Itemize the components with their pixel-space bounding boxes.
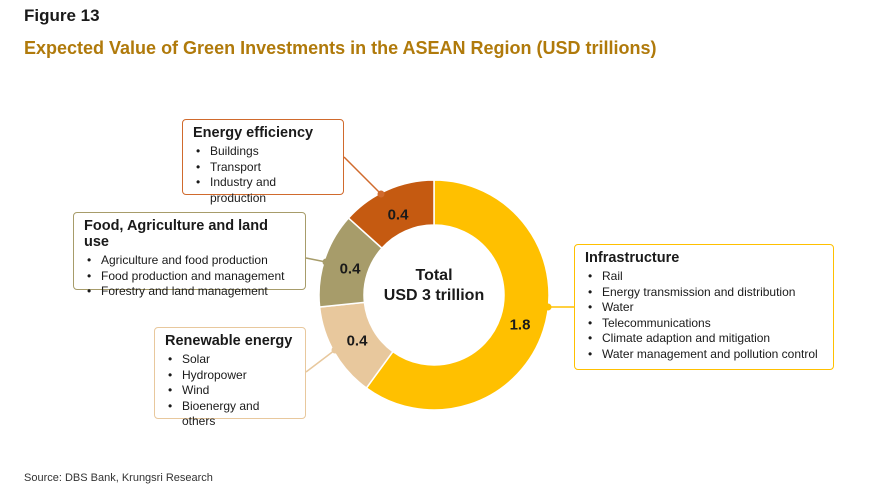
list-item: Food production and management	[84, 269, 295, 285]
list-item: Forestry and land management	[84, 284, 295, 300]
renewable-energy-box: Renewable energy Solar Hydropower Wind B…	[154, 327, 306, 428]
chart-title: Expected Value of Green Investments in t…	[24, 38, 657, 58]
food-agriculture-list: Agriculture and food production Food pro…	[84, 253, 295, 300]
center-label-line2: USD 3 trillion	[383, 287, 485, 304]
energy-efficiency-heading: Energy efficiency	[193, 125, 314, 141]
connector-renewable-dot	[331, 346, 339, 354]
center-label-line1: Total	[415, 267, 453, 284]
connector-energy	[343, 156, 382, 195]
renewable-energy-heading: Renewable energy	[165, 333, 293, 349]
slice-label-infrastructure: 1.8	[509, 316, 531, 334]
list-item: Wind	[165, 383, 295, 399]
slice-energy-efficiency	[347, 179, 435, 250]
connector-infrastructure-dot	[544, 303, 552, 311]
infrastructure-list: Rail Energy transmission and distributio…	[585, 269, 823, 362]
list-item: Energy transmission and distribution	[585, 285, 823, 301]
energy-efficiency-box: Energy efficiency Buildings Transport In…	[182, 119, 344, 205]
connector-energy-dot	[377, 190, 385, 198]
connector-renewable	[305, 349, 336, 373]
renewable-energy-list: Solar Hydropower Wind Bioenergy and othe…	[165, 352, 295, 430]
infrastructure-heading: Infrastructure	[585, 250, 680, 266]
list-item: Water	[585, 300, 823, 316]
infrastructure-box: Infrastructure Rail Energy transmission …	[574, 244, 834, 370]
list-item: Water management and pollution control	[585, 347, 823, 363]
list-item: Agriculture and food production	[84, 253, 295, 269]
figure-label: Figure 13	[24, 6, 100, 25]
donut-center-label: Total USD 3 trillion	[374, 267, 494, 305]
list-item: Rail	[585, 269, 823, 285]
food-agriculture-heading: Food, Agriculture and land use	[84, 218, 268, 250]
energy-efficiency-list: Buildings Transport Industry and product…	[193, 144, 333, 206]
slice-label-renewable: 0.4	[346, 332, 368, 350]
list-item: Telecommunications	[585, 316, 823, 332]
list-item: Climate adaption and mitigation	[585, 331, 823, 347]
connector-food-dot	[322, 258, 330, 266]
slice-label-energy: 0.4	[387, 206, 409, 224]
list-item: Buildings	[193, 144, 333, 160]
list-item: Solar	[165, 352, 295, 368]
food-agriculture-box: Food, Agriculture and land use Agricultu…	[73, 212, 306, 299]
slice-infrastructure	[365, 179, 550, 411]
list-item: Bioenergy and others	[165, 399, 295, 430]
list-item: Industry and production	[193, 175, 333, 206]
slice-label-food: 0.4	[339, 260, 361, 278]
source-note: Source: DBS Bank, Krungsri Research	[24, 472, 213, 484]
list-item: Hydropower	[165, 368, 295, 384]
list-item: Transport	[193, 160, 333, 176]
